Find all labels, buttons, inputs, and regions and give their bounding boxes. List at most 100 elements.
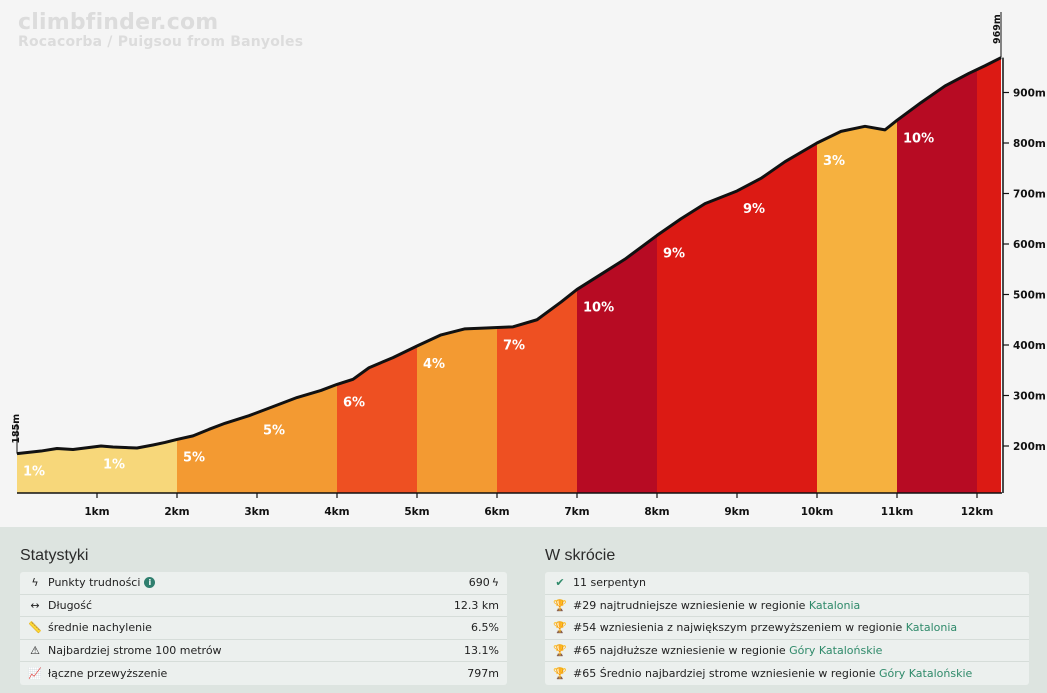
region-link[interactable]: Katalonia <box>905 621 958 635</box>
y-tick-label: 800m <box>1013 138 1046 150</box>
y-tick-label: 500m <box>1013 290 1046 302</box>
segment-4 <box>337 346 417 493</box>
watermark-site: climbfinder.com <box>18 10 219 35</box>
x-tick-label: 10km <box>801 506 834 518</box>
summary-section: W skrócie ✔ 11 serpentyn 🏆 #29 najtrudni… <box>545 547 1029 685</box>
x-tick-label: 7km <box>564 506 589 518</box>
stats-list: ϟ Punkty trudności i 690 ϟ ↔ Długość 12.… <box>20 572 507 685</box>
start-elevation-label: 185m <box>11 414 22 444</box>
x-tick-label: 12km <box>961 506 994 518</box>
segment-3 <box>257 384 337 493</box>
grade-label: 6% <box>343 395 365 410</box>
stat-row-difficulty: ϟ Punkty trudności i 690 ϟ <box>20 572 507 595</box>
elevation-chart: 1% 1% 5% 5% 6% 4% 7% 10% 9% 9% 3% 10% 1km 2km 3km 4km 5k… <box>11 10 1046 518</box>
y-tick-label: 700m <box>1013 189 1046 201</box>
trophy-icon: 🏆 <box>553 598 567 612</box>
stats-title: Statystyki <box>20 547 89 564</box>
trophy-icon: 🏆 <box>553 644 567 658</box>
summary-row: 🏆 #65 Średnio najbardziej strome wzniesi… <box>545 662 1029 685</box>
segment-8 <box>657 190 737 493</box>
segment-12 <box>977 57 1001 493</box>
x-tick-label: 1km <box>84 506 109 518</box>
stat-label: średnie nachylenie <box>48 621 152 635</box>
x-tick-label: 3km <box>244 506 269 518</box>
x-tick-label: 8km <box>644 506 669 518</box>
segment-10 <box>817 120 897 494</box>
stat-row-elevation-gain: 📈 łączne przewyższenie 797m <box>20 662 507 685</box>
info-panel: Statystyki ϟ Punkty trudności i 690 ϟ ↔ … <box>0 527 1047 693</box>
region-link[interactable]: Góry Katalońskie <box>878 667 973 681</box>
grade-label: 10% <box>903 131 934 146</box>
bolt-icon: ϟ <box>31 576 39 590</box>
x-tick-label: 2km <box>164 506 189 518</box>
summary-row: ✔ 11 serpentyn <box>545 572 1029 595</box>
segment-2 <box>177 412 257 493</box>
y-tick-label: 900m <box>1013 88 1046 100</box>
trophy-icon: 🏆 <box>553 667 567 681</box>
y-tick-label: 600m <box>1013 239 1046 251</box>
stat-row-length: ↔ Długość 12.3 km <box>20 595 507 618</box>
stat-value: 797m <box>467 667 499 681</box>
watermark-climb-name: Rocacorba / Puigsou from Banyoles <box>18 34 304 50</box>
stat-value: 6.5% <box>471 621 499 635</box>
grade-label: 9% <box>743 202 765 217</box>
summary-text: 11 serpentyn <box>573 576 647 590</box>
segment-6 <box>497 289 577 493</box>
elevation-profile-svg: 1% 1% 5% 5% 6% 4% 7% 10% 9% 9% 3% 10% 1km 2km 3km 4km 5k… <box>11 12 1046 518</box>
grade-label: 5% <box>263 424 285 439</box>
stat-row-steepest: ⚠ Najbardziej strome 100 metrów 13.1% <box>20 640 507 663</box>
trophy-icon: 🏆 <box>553 621 567 635</box>
segment-0 <box>17 446 97 493</box>
region-link[interactable]: Katalonia <box>808 598 861 612</box>
y-tick-label: 200m <box>1013 441 1046 453</box>
stat-value: 13.1% <box>464 644 499 658</box>
grade-label: 7% <box>503 338 525 353</box>
stat-value: 12.3 km <box>453 598 499 612</box>
segment-5 <box>417 327 497 493</box>
stat-label: łączne przewyższenie <box>48 667 168 681</box>
summary-title: W skrócie <box>545 547 616 564</box>
x-tick-label: 5km <box>404 506 429 518</box>
segment-1 <box>97 439 177 493</box>
grade-label: 1% <box>103 458 125 473</box>
y-tick-label: 400m <box>1013 340 1046 352</box>
stat-label: Najbardziej strome 100 metrów <box>48 644 222 658</box>
segment-9 <box>737 143 817 493</box>
stat-label: Długość <box>48 598 93 612</box>
stat-row-avg-gradient: 📏 średnie nachylenie 6.5% <box>20 617 507 640</box>
summary-list: ✔ 11 serpentyn 🏆 #29 najtrudniejsze wzni… <box>545 572 1029 685</box>
end-elevation-label: 969m <box>992 14 1003 44</box>
segment-11 <box>897 69 977 494</box>
region-link[interactable]: Góry Katalońskie <box>789 644 883 658</box>
x-tick-label: 9km <box>724 506 749 518</box>
grade-label: 3% <box>823 154 845 169</box>
stats-section: Statystyki ϟ Punkty trudności i 690 ϟ ↔ … <box>20 547 507 685</box>
info-icon[interactable]: i <box>144 577 156 589</box>
x-tick-label: 11km <box>881 506 914 518</box>
y-tick-label: 300m <box>1013 391 1046 403</box>
stat-label: Punkty trudności <box>48 576 141 590</box>
summary-row: 🏆 #29 najtrudniejsze wzniesienie w regio… <box>545 595 1029 618</box>
check-icon: ✔ <box>555 576 565 590</box>
grade-label: 4% <box>423 357 445 372</box>
grade-label: 10% <box>583 300 614 315</box>
chart-line-icon: 📈 <box>28 667 42 681</box>
summary-text: #54 wzniesienia z największym przewyższe… <box>573 621 906 635</box>
warning-icon: ⚠ <box>30 644 40 658</box>
grade-label: 5% <box>183 450 205 465</box>
summary-text: #29 najtrudniejsze wzniesienie w regioni… <box>573 598 809 612</box>
summary-text: #65 najdłuższe wzniesienie w regionie <box>573 644 790 658</box>
profile-line <box>16 56 1002 456</box>
stat-value: 690 <box>468 576 490 590</box>
x-tick-label: 4km <box>324 506 349 518</box>
length-arrows-icon: ↔ <box>30 598 40 612</box>
grade-label: 1% <box>23 465 45 480</box>
summary-text: #65 Średnio najbardziej strome wzniesien… <box>573 667 879 681</box>
ruler-icon: 📏 <box>28 621 42 635</box>
bolt-icon: ϟ <box>491 576 499 590</box>
grade-label: 9% <box>663 246 685 261</box>
summary-row: 🏆 #65 najdłuższe wzniesienie w regionie … <box>545 640 1029 663</box>
x-tick-label: 6km <box>484 506 509 518</box>
summary-row: 🏆 #54 wzniesienia z największym przewyżs… <box>545 617 1029 640</box>
segment-7 <box>577 235 657 494</box>
